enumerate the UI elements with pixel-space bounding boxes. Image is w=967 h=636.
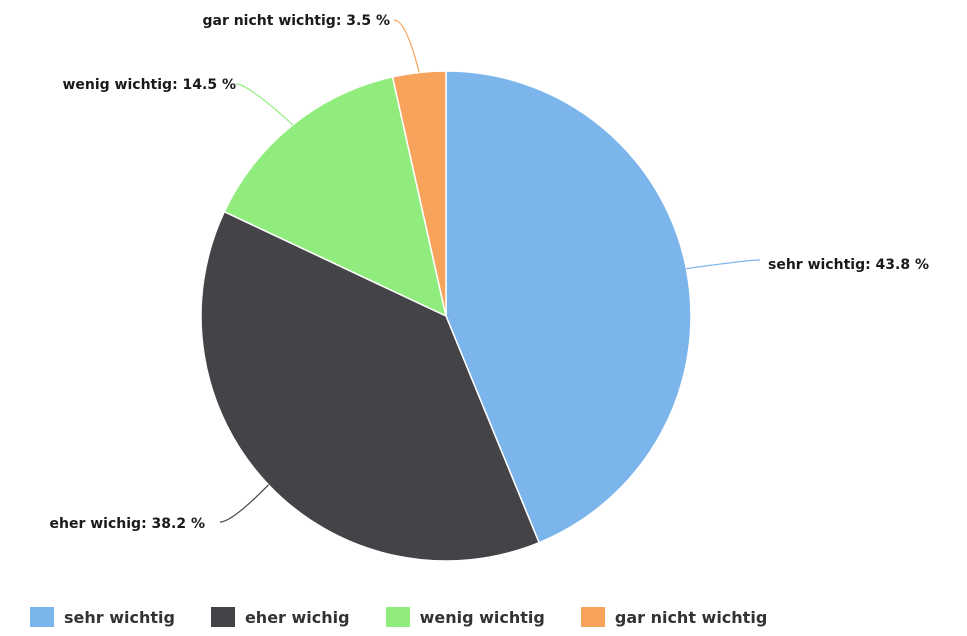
legend-swatch-sehr-wichtig	[30, 607, 54, 627]
pie-slice-wenig-wichtig[interactable]	[223, 76, 448, 318]
data-label-sehr-wichtig: sehr wichtig: 43.8 %	[768, 257, 929, 273]
connector-eher-wichig	[219, 484, 269, 523]
legend-label-wenig-wichtig: wenig wichtig	[419, 607, 545, 627]
data-label-gar-nicht-wichtig: gar nicht wichtig: 3.5 %	[202, 13, 390, 29]
legend-label-gar-nicht-wichtig: gar nicht wichtig	[614, 607, 768, 627]
connector-wenig-wichtig	[235, 83, 294, 126]
legend: sehr wichtig eher wichig wenig wichtig g…	[30, 607, 930, 627]
legend-item-eher-wichig[interactable]: eher wichig	[210, 607, 350, 627]
legend-label-sehr-wichtig: sehr wichtig	[64, 607, 175, 627]
legend-item-gar-nicht-wichtig[interactable]: gar nicht wichtig	[580, 607, 768, 627]
legend-swatch-gar-nicht-wichtig	[580, 607, 605, 627]
pie-slice-gar-nicht-wichtig[interactable]	[391, 70, 447, 317]
legend-swatch-wenig-wichtig	[385, 607, 410, 627]
legend-item-sehr-wichtig[interactable]: sehr wichtig	[30, 607, 175, 627]
pie-chart: sehr wichtig: 43.8 % eher wichig: 38.2 % w…	[50, 13, 929, 562]
legend-label-eher-wichig: eher wichig	[244, 607, 350, 627]
data-label-wenig-wichtig: wenig wichtig: 14.5 %	[62, 77, 236, 93]
legend-item-wenig-wichtig[interactable]: wenig wichtig	[385, 607, 545, 627]
pie-slice-sehr-wichtig[interactable]	[445, 70, 692, 544]
connector-gar-nicht-wichtig	[393, 19, 420, 73]
legend-swatch-eher-wichig	[210, 607, 235, 627]
data-label-eher-wichig: eher wichig: 38.2 %	[50, 516, 205, 532]
connector-sehr-wichtig	[686, 259, 761, 270]
